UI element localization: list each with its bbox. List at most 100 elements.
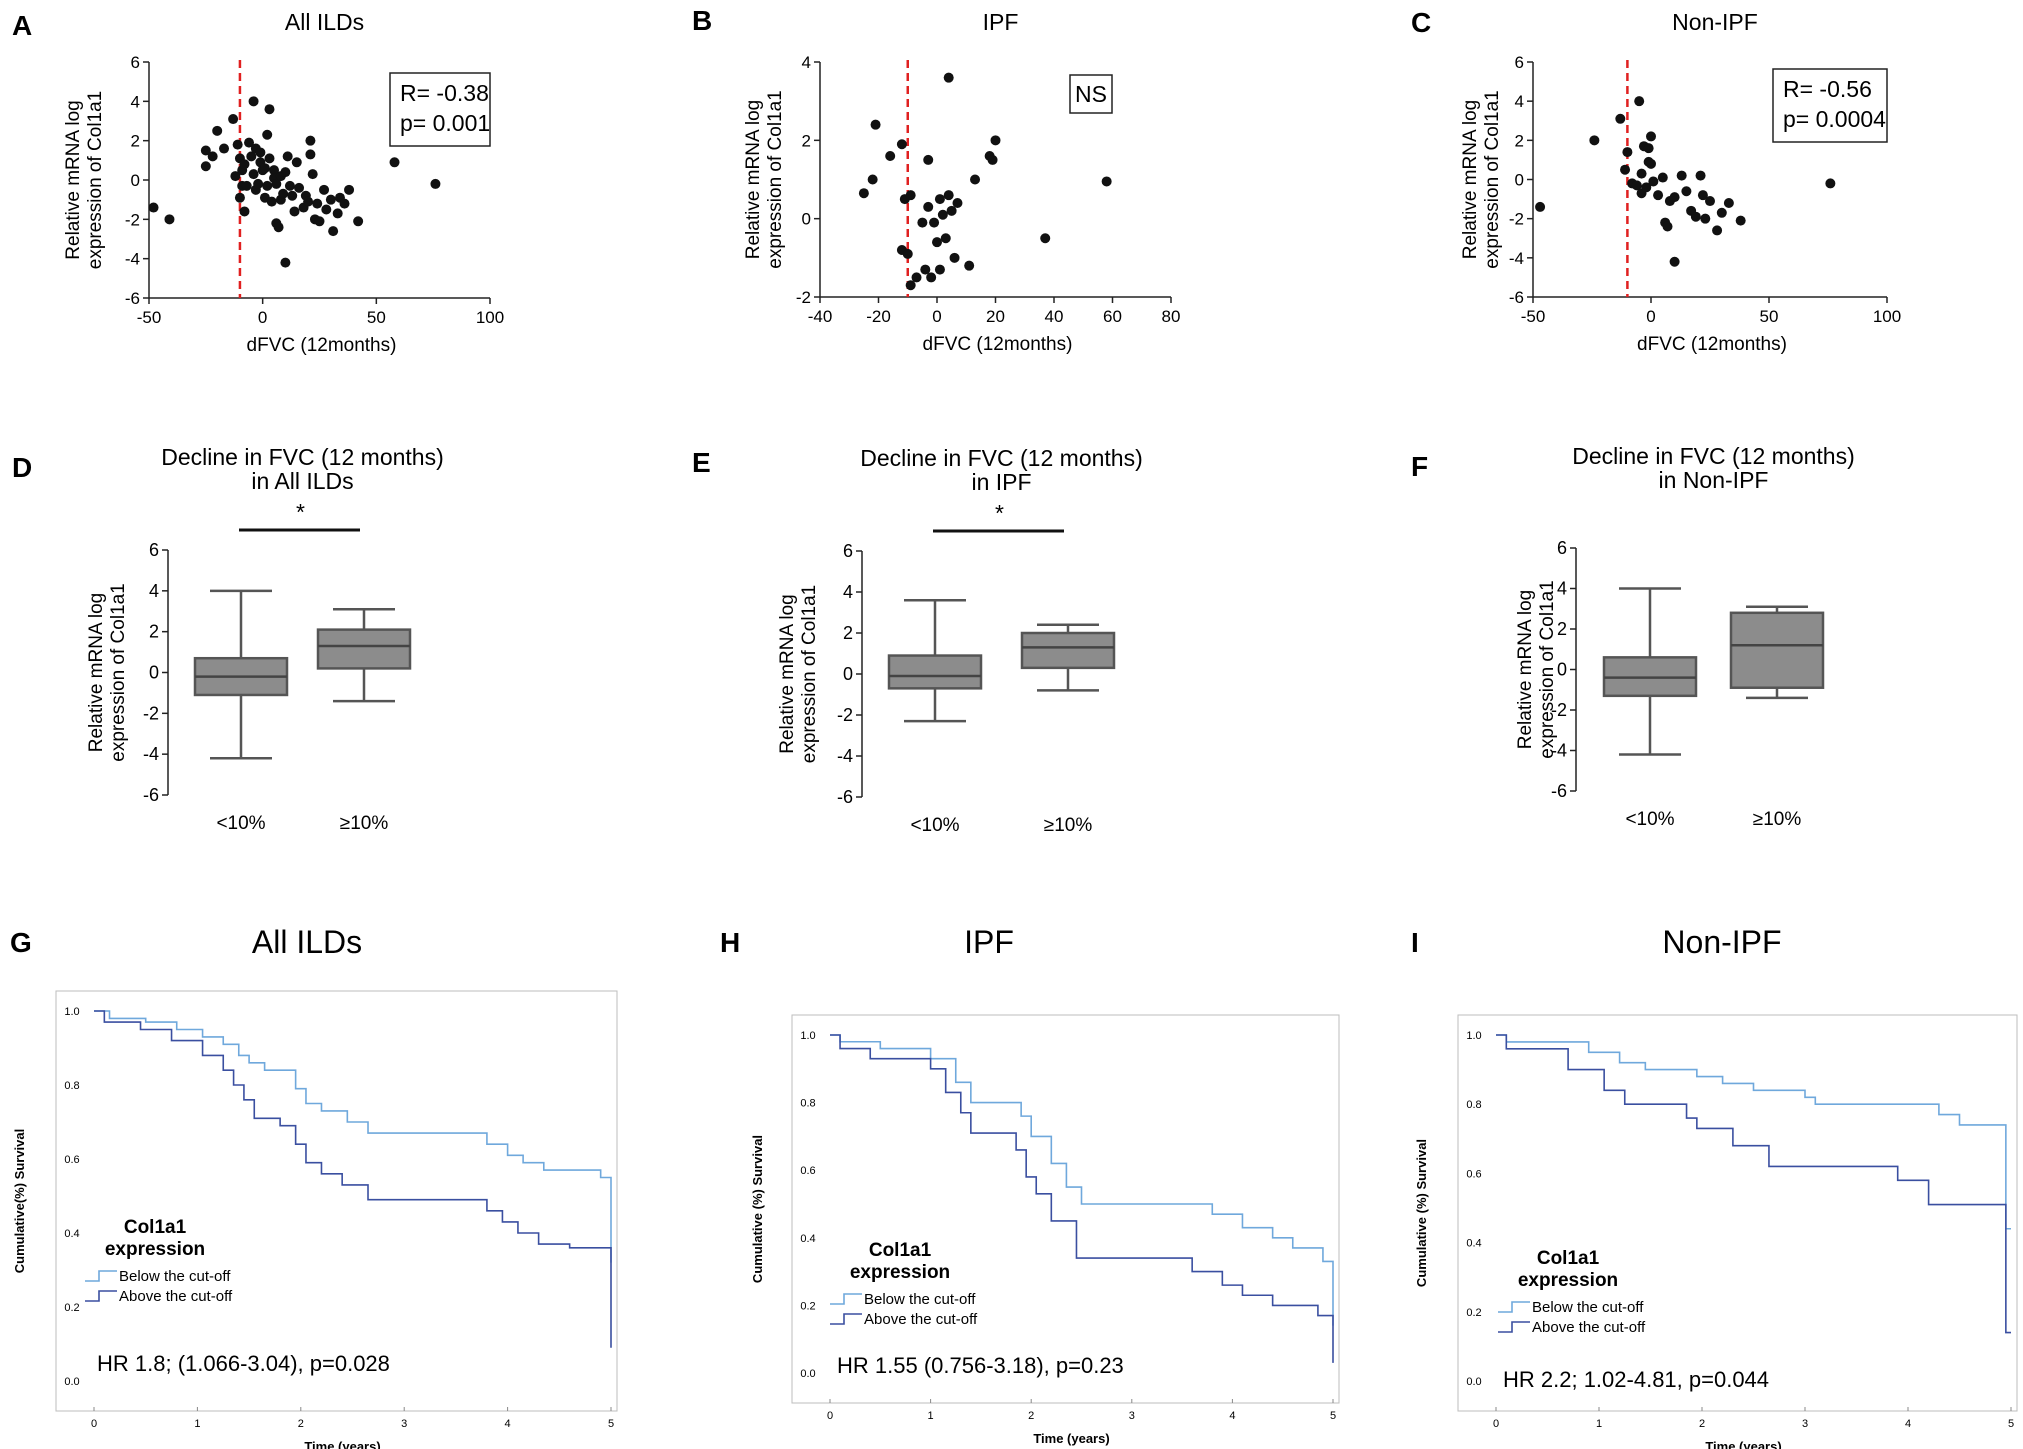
x-tick-label: 0 [827, 1410, 833, 1422]
data-point [1620, 164, 1631, 175]
legend-label: Below the cut-off [1532, 1299, 1644, 1316]
y-tick-label: 2 [1515, 131, 1524, 150]
data-point [926, 272, 937, 283]
data-point [970, 174, 981, 185]
data-point [1662, 221, 1673, 232]
data-point [885, 151, 896, 161]
y-tick-label: 0.0 [1466, 1376, 1481, 1388]
y-tick-label: -4 [1509, 249, 1524, 268]
x-tick-label: 80 [1162, 307, 1181, 326]
x-tick-label: 60 [1103, 307, 1122, 326]
x-tick-label: 2 [1028, 1410, 1034, 1422]
x-tick-label: 3 [1129, 1410, 1135, 1422]
data-point [1690, 211, 1701, 222]
plot-frame [791, 1014, 1340, 1404]
y-tick-label: -6 [1551, 781, 1567, 801]
y-axis-label-line: expression of Col1a1 [799, 585, 820, 764]
data-point [307, 169, 318, 180]
y-tick-label: 0.2 [800, 1300, 815, 1312]
x-tick-label: 1 [194, 1418, 200, 1430]
data-point [1705, 196, 1715, 207]
legend-swatch [85, 1290, 117, 1302]
legend-label: Below the cut-off [864, 1291, 976, 1308]
data-point [1653, 190, 1664, 201]
y-axis-label-line: expression of Col1a1 [765, 90, 786, 269]
stat-box [389, 72, 491, 147]
data-point [1695, 170, 1706, 181]
data-point [246, 151, 257, 162]
legend-title: Col1a1 [869, 1240, 932, 1261]
y-tick-label: -6 [837, 787, 853, 807]
y-tick-label: 6 [1557, 538, 1567, 558]
y-axis-label: Cumulative (%) Survival [1414, 1139, 1429, 1287]
data-point [253, 178, 264, 189]
data-point [200, 145, 211, 156]
data-point [911, 272, 922, 283]
y-tick-label: -4 [125, 250, 140, 269]
data-point [1676, 170, 1687, 181]
data-point [952, 198, 963, 208]
data-point [278, 188, 289, 199]
hazard-ratio-text: HR 1.55 (0.756-3.18), p=0.23 [837, 1353, 1124, 1378]
box-panel-d: D Decline in FVC (12 months)in All ILDs -6… [12, 444, 444, 834]
data-point [940, 233, 951, 244]
x-tick-label: 5 [2008, 1418, 2014, 1430]
legend-label: Above the cut-off [864, 1311, 978, 1328]
y-tick-label: 4 [802, 53, 811, 72]
x-tick-label: 20 [986, 307, 1005, 326]
data-point [920, 264, 931, 275]
y-tick-label: 0 [131, 171, 140, 190]
data-point [943, 72, 954, 83]
data-point [1716, 207, 1727, 218]
data-point [964, 260, 975, 271]
x-tick-label: 3 [1802, 1418, 1808, 1430]
y-axis-label: Relative mRNA logexpression of Col1a1 [1515, 580, 1558, 759]
panel-label: C [1411, 7, 1431, 38]
data-point [305, 149, 316, 160]
panel-title: IPF [983, 9, 1019, 35]
x-axis-label: Time (years) [1033, 1431, 1109, 1446]
data-point [289, 206, 300, 217]
data-point [932, 237, 942, 248]
y-tick-label: -2 [837, 705, 853, 725]
y-tick-label: 0.6 [64, 1154, 79, 1166]
y-tick-label: 4 [149, 581, 159, 601]
data-point [230, 171, 241, 182]
data-point [1825, 178, 1836, 189]
data-point [234, 192, 245, 203]
y-tick-label: 2 [149, 622, 159, 642]
y-tick-label: 0 [1515, 171, 1524, 190]
y-tick-label: -2 [1509, 210, 1524, 229]
panel-title: in All ILDs [251, 468, 353, 494]
y-tick-label: -4 [143, 744, 159, 764]
stat-text: p= 0.0004 [1783, 106, 1886, 132]
panel-label: A [12, 10, 32, 41]
legend-title: expression [105, 1239, 205, 1260]
x-tick-label: -50 [1521, 307, 1546, 326]
data-point [990, 135, 1001, 146]
x-tick-label: 0 [1646, 307, 1655, 326]
data-point [280, 257, 291, 268]
hazard-ratio-text: HR 1.8; (1.066-3.04), p=0.028 [97, 1351, 390, 1376]
x-tick-label: 0 [1493, 1418, 1499, 1430]
data-point [287, 190, 298, 201]
x-tick-label: 3 [401, 1418, 407, 1430]
data-point [328, 226, 339, 237]
data-point [294, 182, 305, 193]
data-point [1723, 198, 1734, 208]
y-tick-label: 2 [843, 623, 853, 643]
box [887, 654, 983, 690]
y-tick-label: 0.2 [64, 1302, 79, 1314]
category-label: ≥10% [1044, 815, 1093, 836]
y-axis-label: Relative mRNA logexpression of Col1a1 [743, 90, 786, 269]
data-point [325, 194, 336, 205]
legend-swatch [1498, 1321, 1530, 1333]
panel-title: Decline in FVC (12 months) [860, 445, 1143, 471]
category-label: ≥10% [1753, 809, 1802, 830]
data-point [148, 202, 159, 213]
data-point [164, 214, 175, 225]
stat-text: R= -0.38 [400, 80, 489, 106]
data-point [946, 205, 957, 216]
y-tick-label: 4 [131, 92, 140, 111]
survival-curve-below [830, 1034, 1334, 1326]
